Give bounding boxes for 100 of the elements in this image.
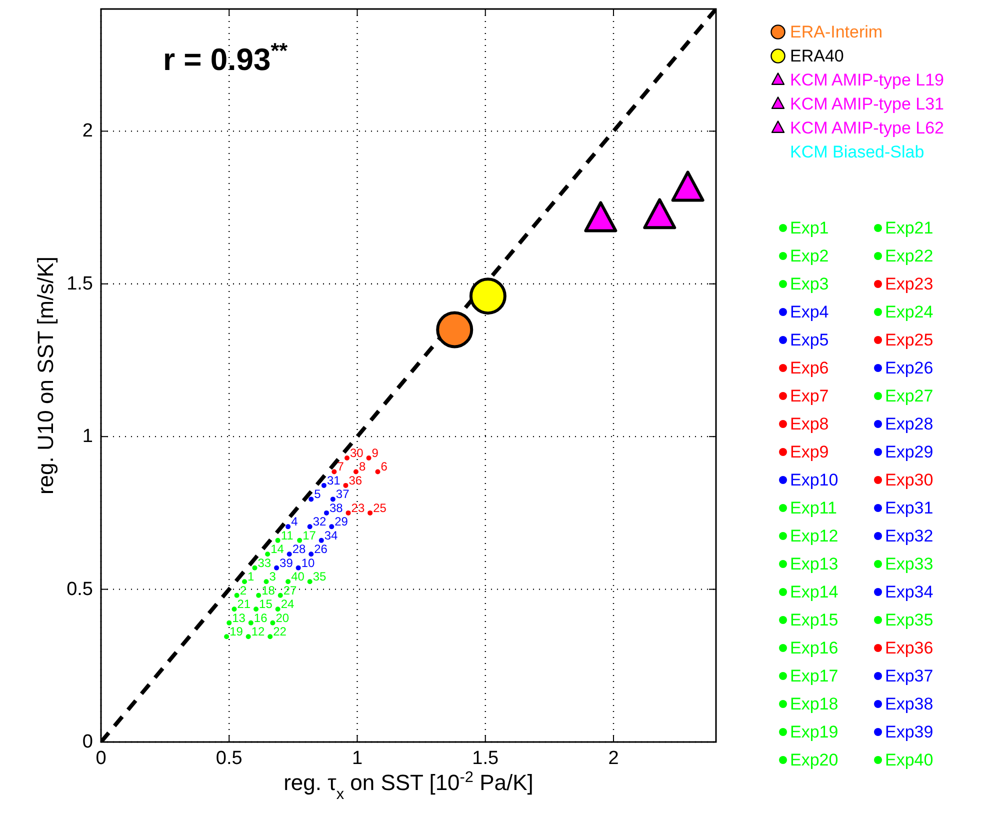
annotation: 16 (254, 610, 268, 625)
legend-label: Exp21 (885, 218, 934, 238)
annotation: 27 (283, 583, 298, 598)
legend-label: Exp39 (885, 722, 934, 742)
point (343, 482, 348, 488)
annotation: 33 (258, 556, 272, 570)
legend-label: Exp31 (885, 498, 934, 518)
y-tick-label: 1 (82, 426, 93, 448)
legend-label: Exp37 (885, 666, 934, 686)
x-tick-label: 1.5 (472, 748, 499, 769)
annotation: 34 (324, 528, 338, 542)
annotation: 40 (291, 570, 305, 584)
point (246, 634, 251, 640)
annotation: 14 (270, 542, 284, 556)
point (308, 496, 314, 502)
annotation: 38 (330, 500, 344, 515)
legend-label: Exp5 (790, 330, 829, 350)
annotation: 13 (232, 610, 246, 625)
legend-label: Exp35 (885, 610, 934, 630)
annotation: 18 (262, 583, 276, 598)
annotation: 24 (280, 597, 294, 612)
legend-label: Exp20 (790, 750, 838, 770)
annotation: 32 (312, 514, 327, 529)
legend-label: Exp17 (790, 666, 838, 686)
point (275, 606, 280, 612)
annotation: 20 (276, 610, 290, 625)
annotation: r = 0.93$^{**}$ (163, 38, 288, 77)
point (242, 579, 247, 584)
legend-label: Exp34 (885, 582, 934, 602)
annotation: 8 (358, 460, 366, 474)
annotation: 19 (230, 624, 244, 639)
annotation: 9 (372, 446, 379, 460)
legend-label: Exp15 (790, 610, 838, 630)
legend-label: Exp10 (790, 470, 838, 490)
legend-label: Exp7 (790, 386, 829, 406)
annotation: 15 (259, 597, 273, 612)
legend-label: Exp13 (790, 554, 838, 574)
annotation: 11 (280, 528, 294, 542)
annotation: 36 (348, 473, 362, 488)
y-tick-label: 0.5 (66, 578, 93, 600)
legend-label: KCM Biased-Slab (790, 142, 924, 162)
annotation: 25 (373, 500, 387, 515)
annotation: 7 (337, 460, 344, 474)
legend-label: Exp26 (885, 358, 934, 378)
legend-label: Exp24 (885, 302, 934, 322)
point (254, 606, 259, 612)
point (275, 538, 280, 543)
annotation: 2 (240, 583, 247, 598)
point (256, 592, 262, 598)
x-tick-label: 0 (96, 748, 106, 769)
legend-label: Exp30 (885, 470, 934, 490)
point (368, 510, 373, 516)
annotation: 28 (292, 542, 306, 556)
annotation: 23 (351, 500, 365, 515)
point (234, 592, 240, 598)
legend-label: Exp11 (790, 498, 837, 518)
annotation: 37 (336, 487, 350, 502)
legend-label: KCM AMIP-type L62 (790, 118, 944, 138)
legend-label: KCM AMIP-type L31 (790, 94, 944, 114)
legend-label: Exp40 (885, 750, 934, 770)
legend-label: Exp33 (885, 554, 934, 574)
point (297, 538, 302, 543)
point (226, 620, 232, 626)
legend-label: Exp4 (790, 302, 829, 322)
point (286, 524, 291, 530)
annotation: 12 (251, 624, 266, 639)
point (307, 579, 312, 584)
legend-label: Exp38 (885, 694, 934, 714)
y-tick-label: 2 (82, 120, 93, 142)
legend-label: KCM AMIP-type L19 (790, 70, 944, 90)
annotation: 30 (350, 446, 364, 460)
legend-label: Exp8 (790, 414, 829, 434)
point (330, 496, 336, 502)
point (224, 634, 230, 640)
point (252, 565, 258, 570)
annotation: 10 (301, 556, 315, 570)
point (268, 634, 273, 640)
legend-label: Exp27 (885, 386, 934, 406)
point (344, 455, 350, 460)
point (324, 510, 329, 516)
annotation: 39 (280, 556, 294, 570)
y-axis-title: reg. U10 on SST [m/s/K] (33, 256, 58, 495)
annotation: 17 (302, 528, 316, 542)
annotation: 5 (314, 487, 322, 502)
x-tick-label: 0.5 (216, 748, 242, 769)
legend-label: Exp23 (885, 274, 934, 294)
point (346, 510, 351, 516)
annotation: 1 (248, 570, 254, 584)
point (264, 579, 269, 584)
legend-label: Exp19 (790, 722, 838, 742)
legend-label: Exp12 (790, 526, 838, 546)
point (278, 592, 283, 598)
legend-label: Exp9 (790, 442, 829, 462)
point (329, 524, 334, 530)
y-tick-label: 1.5 (66, 273, 93, 294)
point (318, 538, 324, 543)
legend-label: Exp16 (790, 638, 838, 658)
annotation: 6 (380, 460, 388, 474)
legend-label: ERA-Interim (790, 22, 883, 42)
point (436, 311, 474, 348)
